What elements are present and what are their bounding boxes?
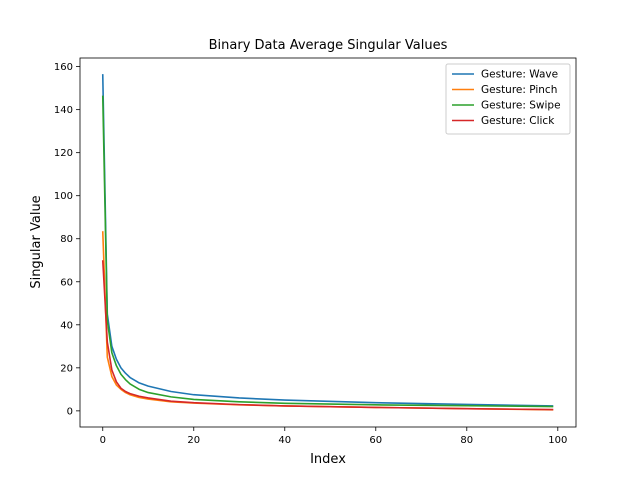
y-tick-label: 0 bbox=[67, 406, 73, 417]
y-axis: 0 20 40 60 80 100 120 140 160 bbox=[54, 62, 80, 417]
y-axis-label: Singular Value bbox=[29, 195, 44, 288]
chart-title: Binary Data Average Singular Values bbox=[209, 38, 448, 53]
y-tick-label: 20 bbox=[60, 363, 73, 374]
legend-label: Gesture: Wave bbox=[481, 69, 558, 81]
x-tick-label: 60 bbox=[369, 435, 382, 446]
legend-label: Gesture: Swipe bbox=[481, 100, 561, 112]
series-layer bbox=[101, 74, 554, 411]
series-line-2 bbox=[101, 95, 554, 408]
y-tick-label: 40 bbox=[60, 320, 73, 331]
x-tick-label: 80 bbox=[460, 435, 473, 446]
series-line-1 bbox=[101, 231, 554, 411]
legend-label: Gesture: Click bbox=[481, 115, 555, 127]
x-axis-label: Index bbox=[310, 452, 346, 467]
x-tick-label: 0 bbox=[100, 435, 106, 446]
y-tick-label: 100 bbox=[54, 191, 73, 202]
x-tick-label: 100 bbox=[548, 435, 567, 446]
x-tick-label: 40 bbox=[278, 435, 291, 446]
x-axis: 0 20 40 60 80 100 bbox=[100, 427, 567, 446]
legend-label: Gesture: Pinch bbox=[481, 84, 557, 96]
x-tick-label: 20 bbox=[187, 435, 200, 446]
plot-frame bbox=[79, 57, 577, 428]
legend: Gesture: Wave Gesture: Pinch Gesture: Swip… bbox=[445, 63, 571, 135]
y-tick-label: 120 bbox=[54, 148, 73, 159]
y-tick-label: 80 bbox=[60, 234, 73, 245]
y-tick-label: 60 bbox=[60, 277, 73, 288]
series-line-3 bbox=[101, 260, 554, 411]
y-tick-label: 160 bbox=[54, 62, 73, 73]
y-tick-label: 140 bbox=[54, 105, 73, 116]
legend-box bbox=[445, 63, 571, 135]
series-line-0 bbox=[101, 74, 554, 407]
